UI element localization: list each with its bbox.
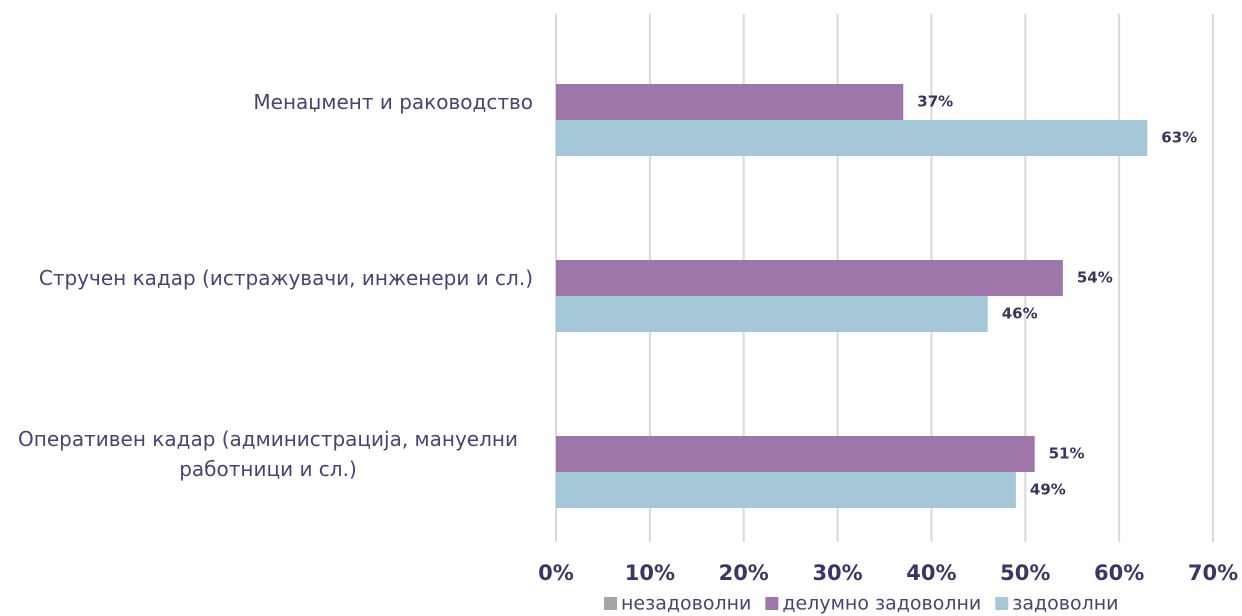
data-label: 51%	[1049, 445, 1085, 463]
x-tick-label: 40%	[906, 561, 956, 585]
category-text: Менаџмент и раководство	[253, 90, 533, 114]
bar	[556, 296, 988, 332]
legend-swatch	[995, 597, 1009, 610]
bar	[556, 120, 1148, 156]
x-tick-label: 20%	[719, 561, 769, 585]
category-label: Стручен кадар (истражувачи, инженери и с…	[0, 238, 533, 318]
category-text: Оперативен кадар (администрација, мануел…	[18, 427, 518, 481]
bar	[556, 260, 1063, 296]
data-label: 54%	[1077, 269, 1113, 287]
legend-label: задоволни	[1012, 593, 1118, 615]
bar	[556, 472, 1016, 508]
legend-swatch	[765, 597, 779, 610]
x-tick-label: 60%	[1094, 561, 1144, 585]
legend-swatch	[604, 597, 617, 610]
category-label: Оперативен кадар (администрација, мануел…	[0, 414, 533, 494]
x-tick-label: 50%	[1000, 561, 1050, 585]
data-label: 37%	[917, 93, 953, 111]
category-label: Менаџмент и раководство	[0, 62, 533, 142]
data-label: 49%	[1030, 481, 1066, 499]
bar	[556, 436, 1035, 472]
legend-label: делумно задоволни	[782, 593, 981, 615]
legend-label: незадоволни	[621, 593, 751, 615]
x-tick-label: 70%	[1188, 561, 1238, 585]
data-label: 63%	[1161, 129, 1197, 147]
x-tick-label: 0%	[538, 561, 574, 585]
x-tick-label: 30%	[812, 561, 862, 585]
bar	[556, 84, 904, 120]
data-label: 46%	[1002, 305, 1038, 323]
category-text: Стручен кадар (истражувачи, инженери и с…	[38, 266, 533, 290]
x-tick-label: 10%	[625, 561, 675, 585]
